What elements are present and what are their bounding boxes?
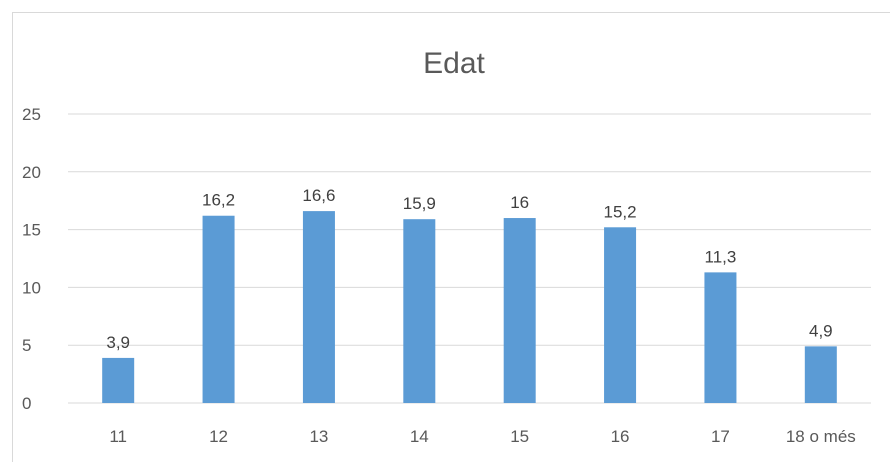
- bars: [102, 211, 837, 403]
- x-tick-label: 12: [209, 427, 228, 446]
- data-label: 16,2: [202, 191, 235, 210]
- y-tick-label: 0: [22, 394, 31, 413]
- x-tick-label: 18 o més: [786, 427, 856, 446]
- y-tick-label: 25: [22, 105, 41, 124]
- bar-15: [503, 218, 536, 403]
- bar-11: [102, 357, 135, 403]
- bar-17: [704, 272, 737, 403]
- data-label: 15,2: [604, 202, 637, 221]
- data-label: 11,3: [705, 247, 737, 266]
- bar-13: [302, 211, 335, 403]
- y-tick-label: 15: [22, 221, 41, 240]
- data-label: 16,6: [302, 186, 335, 205]
- y-axis-tick-labels: 0 5 10 15 20 25: [22, 105, 41, 413]
- chart-title: Edat: [423, 47, 485, 80]
- bar-12: [202, 215, 235, 403]
- data-label: 3,9: [106, 333, 130, 352]
- bar-18-o-més: [804, 346, 837, 403]
- bar-14: [403, 219, 436, 403]
- x-tick-label: 14: [410, 427, 429, 446]
- y-tick-label: 5: [22, 336, 31, 355]
- x-axis-tick-labels: 11 12 13 14 15 16 17 18 o més: [109, 427, 855, 446]
- x-tick-label: 13: [309, 427, 328, 446]
- y-tick-label: 20: [22, 163, 41, 182]
- data-labels: 3,9 16,2 16,6 15,9 16 15,2 11,3 4,9: [106, 186, 832, 352]
- data-label: 4,9: [809, 321, 833, 340]
- chart-frame: [12, 12, 890, 462]
- x-tick-label: 17: [711, 427, 730, 446]
- bar-16: [604, 227, 637, 403]
- gridlines: [68, 113, 871, 404]
- x-tick-label: 15: [510, 427, 529, 446]
- y-tick-label: 10: [22, 278, 41, 297]
- x-tick-label: 11: [109, 427, 127, 446]
- data-label: 15,9: [403, 194, 436, 213]
- data-label: 16: [510, 193, 529, 212]
- x-tick-label: 16: [611, 427, 630, 446]
